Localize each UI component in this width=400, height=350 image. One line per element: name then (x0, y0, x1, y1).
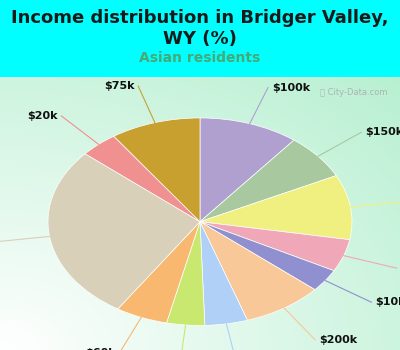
Text: $75k: $75k (104, 81, 134, 91)
Wedge shape (200, 222, 315, 320)
Text: Income distribution in Bridger Valley,
WY (%): Income distribution in Bridger Valley, W… (11, 9, 389, 48)
Wedge shape (166, 222, 205, 326)
Text: $200k: $200k (319, 335, 357, 345)
Wedge shape (114, 118, 200, 222)
Text: $10k: $10k (375, 297, 400, 307)
Text: $60k: $60k (85, 348, 116, 350)
Text: $150k: $150k (366, 127, 400, 137)
Wedge shape (48, 154, 200, 309)
Wedge shape (118, 222, 200, 323)
Text: $100k: $100k (272, 83, 310, 92)
Wedge shape (200, 222, 248, 326)
Wedge shape (200, 176, 352, 240)
Wedge shape (200, 140, 336, 222)
Text: ⓘ City-Data.com: ⓘ City-Data.com (320, 88, 388, 97)
Wedge shape (85, 136, 200, 222)
Wedge shape (200, 118, 294, 222)
Text: $20k: $20k (27, 111, 57, 121)
Wedge shape (200, 222, 350, 271)
Text: Asian residents: Asian residents (139, 51, 261, 65)
Wedge shape (200, 222, 334, 290)
